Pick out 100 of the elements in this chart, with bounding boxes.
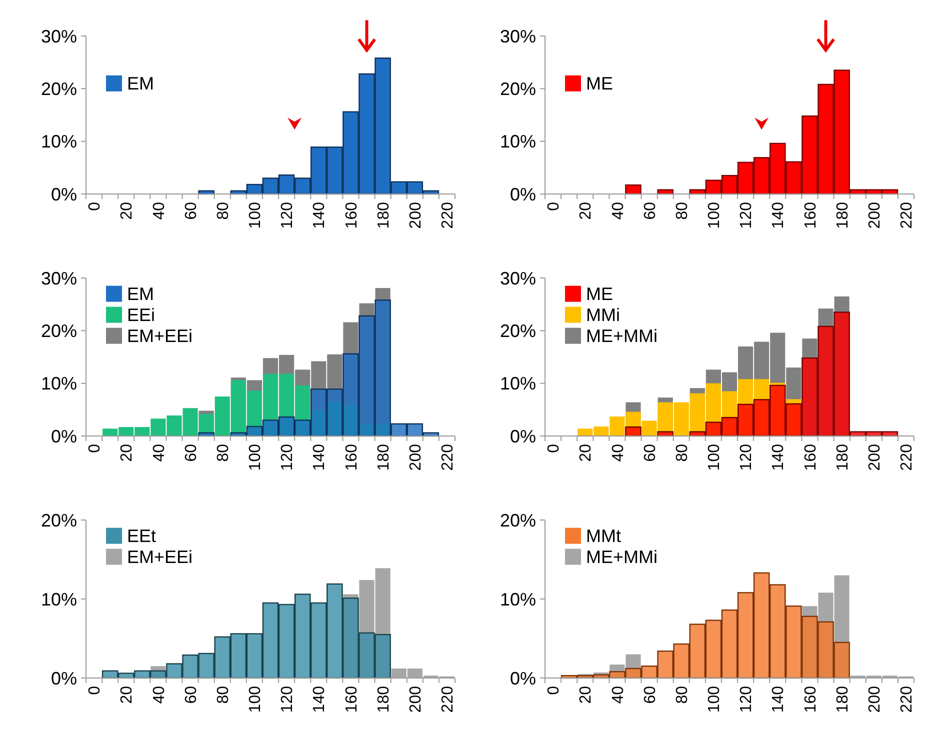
x-tick-label: 140 (311, 686, 328, 713)
x-tick-label: 0 (546, 444, 563, 453)
x-tick-label: 220 (898, 202, 916, 229)
y-tick-label: 20% (40, 78, 77, 99)
x-tick-label: 220 (898, 444, 916, 471)
legend-label: MMt (586, 526, 621, 546)
x-tick-label: 20 (118, 686, 136, 704)
y-tick-label: 10% (500, 132, 536, 152)
x-tick-label: 180 (834, 202, 852, 229)
x-tick-label: 140 (770, 202, 788, 229)
y-tick-label: 10% (500, 589, 536, 610)
legend-label: EEi (127, 305, 156, 326)
x-tick-label: 160 (343, 444, 360, 471)
legend-label: MMi (586, 305, 620, 326)
x-tick-label: 60 (182, 686, 200, 704)
x-tick-label: 60 (182, 202, 200, 220)
x-tick-label: 80 (214, 202, 232, 220)
legend-label: ME (586, 74, 613, 94)
x-tick-label: 20 (578, 444, 595, 462)
y-tick-label: 0% (510, 426, 536, 446)
x-tick-label: 0 (546, 202, 563, 211)
x-tick-label: 100 (706, 686, 724, 713)
x-tick-label: 220 (440, 444, 457, 471)
y-tick-label: 0% (50, 426, 77, 446)
x-tick-label: 20 (578, 686, 595, 704)
x-tick-label: 80 (214, 444, 232, 462)
x-tick-label: 120 (279, 444, 296, 471)
legend-label: EM (127, 74, 154, 94)
x-tick-label: 80 (674, 444, 691, 462)
y-tick-label: 30% (500, 268, 536, 288)
legend-label: EEt (127, 526, 156, 546)
x-tick-label: 120 (279, 686, 296, 713)
x-tick-label: 160 (343, 202, 360, 229)
x-tick-label: 100 (247, 686, 264, 713)
x-tick-label: 160 (802, 686, 820, 713)
x-tick-label: 140 (770, 444, 788, 471)
x-tick-label: 220 (440, 686, 457, 713)
y-tick-label: 10% (40, 132, 77, 152)
y-tick-label: 0% (50, 668, 77, 688)
x-tick-label: 60 (642, 202, 659, 220)
y-tick-label: 0% (510, 184, 536, 204)
legend-label: ME (586, 284, 613, 304)
x-tick-label: 120 (738, 202, 756, 229)
x-tick-label: 100 (706, 444, 724, 471)
y-tick-label: 10% (500, 374, 536, 394)
x-tick-label: 100 (247, 444, 264, 471)
x-tick-label: 200 (407, 444, 424, 471)
y-tick-label: 20% (40, 510, 77, 530)
x-tick-label: 0 (546, 686, 563, 695)
x-tick-label: 60 (642, 686, 659, 704)
x-tick-label: 180 (834, 444, 852, 471)
y-tick-label: 20% (500, 510, 536, 530)
x-tick-label: 60 (642, 444, 659, 462)
y-tick-label: 10% (40, 374, 77, 394)
legend-label: ME+MMi (586, 547, 658, 568)
legend-label: ME+MMi (586, 326, 658, 346)
legend-label: EM+EEi (127, 326, 193, 346)
x-tick-label: 60 (182, 444, 200, 462)
x-tick-label: 40 (610, 202, 627, 220)
x-tick-label: 0 (86, 686, 104, 695)
x-tick-label: 80 (214, 686, 232, 704)
x-tick-label: 180 (834, 686, 852, 713)
x-tick-label: 180 (375, 686, 392, 713)
x-tick-label: 160 (802, 202, 820, 229)
y-tick-label: 10% (40, 589, 77, 610)
y-tick-label: 20% (500, 78, 536, 99)
x-tick-label: 140 (311, 202, 328, 229)
x-tick-label: 220 (898, 686, 916, 713)
x-tick-label: 140 (311, 444, 328, 471)
x-tick-label: 220 (440, 202, 457, 229)
legend-label: EM+EEi (127, 547, 193, 568)
x-tick-label: 140 (770, 686, 788, 713)
y-tick-label: 0% (510, 668, 536, 688)
x-tick-label: 40 (610, 444, 627, 462)
x-tick-label: 40 (610, 686, 627, 704)
x-tick-label: 20 (578, 202, 595, 220)
legend-label: EM (127, 284, 154, 304)
y-tick-label: 30% (40, 26, 77, 46)
x-tick-label: 20 (118, 202, 136, 220)
x-tick-label: 40 (150, 444, 168, 462)
x-tick-label: 180 (375, 202, 392, 229)
x-tick-label: 80 (674, 686, 691, 704)
x-tick-label: 160 (343, 686, 360, 713)
x-tick-label: 180 (375, 444, 392, 471)
y-tick-label: 0% (50, 184, 77, 204)
x-tick-label: 0 (86, 202, 104, 211)
x-tick-label: 40 (150, 686, 168, 704)
x-tick-label: 160 (802, 444, 820, 471)
x-tick-label: 120 (738, 686, 756, 713)
x-tick-label: 0 (86, 444, 104, 453)
x-tick-label: 80 (674, 202, 691, 220)
y-tick-label: 30% (40, 268, 77, 288)
x-tick-label: 200 (866, 686, 884, 713)
x-tick-label: 120 (279, 202, 296, 229)
x-tick-label: 200 (407, 686, 424, 713)
x-tick-label: 100 (247, 202, 264, 229)
x-tick-label: 120 (738, 444, 756, 471)
x-tick-label: 100 (706, 202, 724, 229)
y-tick-label: 30% (500, 26, 536, 46)
x-tick-label: 200 (866, 444, 884, 471)
